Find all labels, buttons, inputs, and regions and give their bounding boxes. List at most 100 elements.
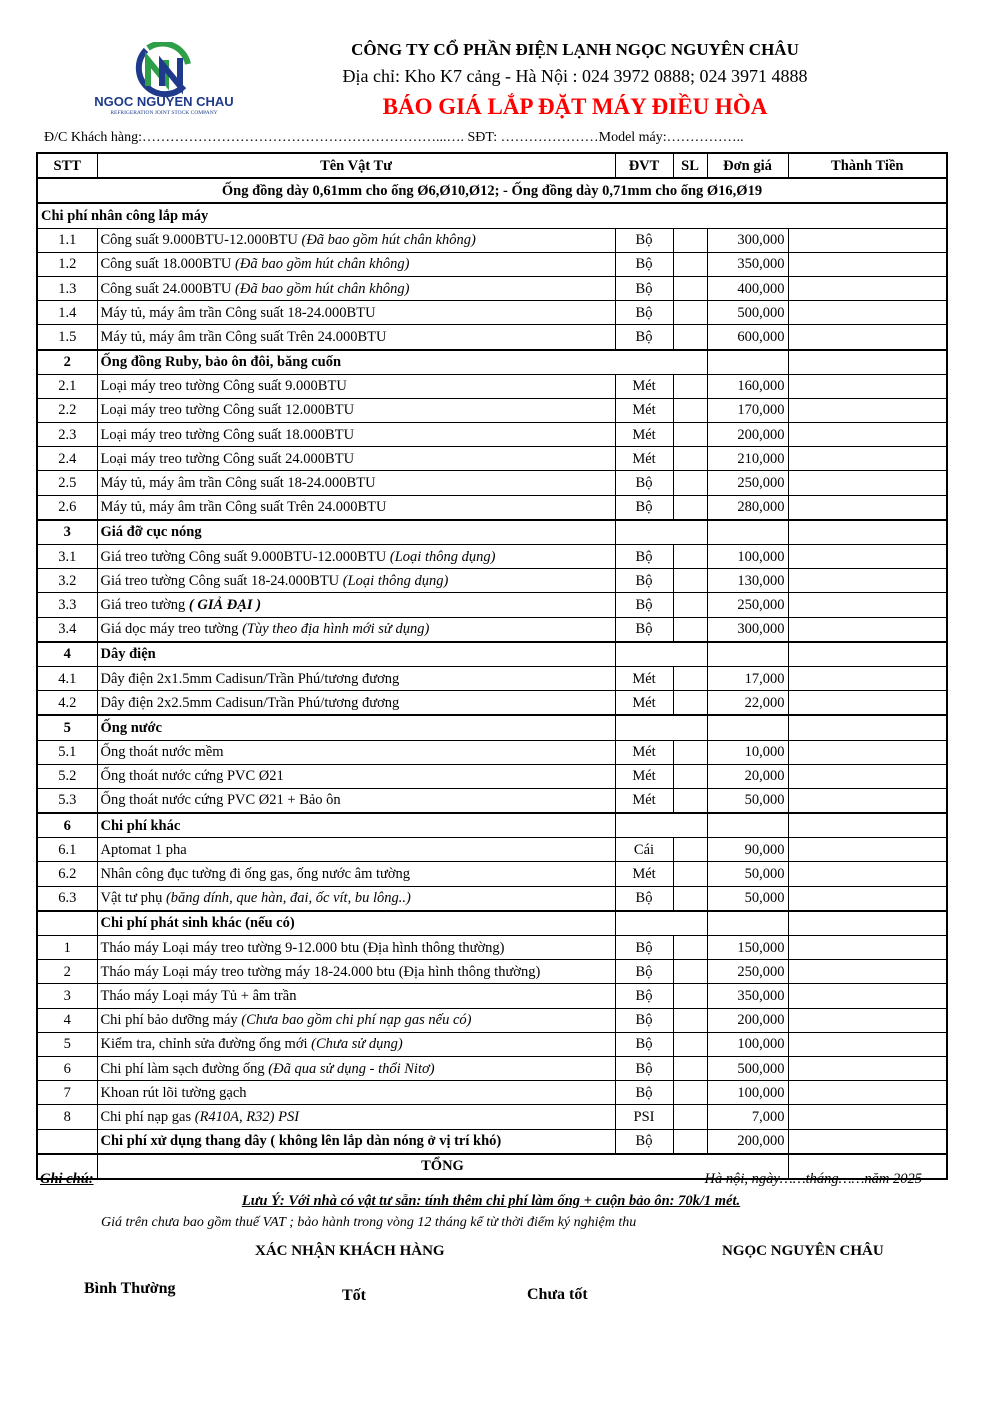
table-row: 1.2 Công suất 18.000BTU (Đã bao gồm hút c… [36,251,948,277]
row-amount[interactable] [787,494,948,521]
table-row: 3.3 Giá treo tường ( GIẢ ĐẠI ) Bộ 250,000 [36,592,948,618]
row-amount[interactable] [787,227,948,253]
row-qty[interactable] [672,422,708,448]
section-number: 2 [36,348,98,375]
row-unit: Mét [614,739,674,765]
item-name: Loại máy treo tường Công suất 12.000BTU [100,402,355,419]
row-amount[interactable] [787,934,948,961]
row-qty[interactable] [672,494,708,521]
row-qty[interactable] [672,616,708,643]
row-amount[interactable] [787,616,948,643]
row-amount[interactable] [787,837,948,863]
row-qty[interactable] [672,787,708,814]
row-amount[interactable] [787,885,948,912]
row-qty[interactable] [672,397,708,424]
row-qty[interactable] [672,227,708,253]
amount-cell[interactable] [787,348,948,375]
row-qty[interactable] [672,446,708,472]
row-amount[interactable] [787,1104,948,1130]
row-qty[interactable] [672,592,708,618]
row-qty[interactable] [672,324,708,350]
row-qty[interactable] [672,300,708,326]
row-qty[interactable] [672,690,708,716]
row-stt: 4 [36,1007,98,1033]
item-name: Giá treo tường Công suất 18-24.000BTU [100,572,343,589]
amount-cell[interactable] [787,518,948,545]
row-stt: 3.3 [36,592,98,618]
row-qty[interactable] [672,470,708,496]
row-stt: 5.1 [36,739,98,765]
row-amount[interactable] [787,739,948,765]
company-name: CÔNG TY CỔ PHẦN ĐIỆN LẠNH NGỌC NGUYÊN CH… [351,40,799,59]
row-qty[interactable] [672,959,708,985]
row-amount[interactable] [787,1080,948,1106]
row-amount[interactable] [787,300,948,326]
row-qty[interactable] [672,568,708,594]
row-amount[interactable] [787,1007,948,1033]
row-qty[interactable] [672,934,708,961]
row-name: Công suất 9.000BTU-12.000BTU (Đã bao gồm… [96,227,616,253]
row-price: 160,000 [706,373,789,399]
row-qty[interactable] [672,665,708,692]
row-amount[interactable] [787,665,948,692]
rating-bad: Chưa tốt [527,1286,588,1303]
row-amount[interactable] [787,422,948,448]
row-qty[interactable] [672,861,708,887]
row-qty[interactable] [672,763,708,789]
row-qty[interactable] [672,373,708,399]
row-amount[interactable] [787,983,948,1009]
item-name: Công suất 24.000BTU [100,280,236,297]
item-name: Ống thoát nước cứng PVC Ø21 [100,768,284,785]
row-price: 90,000 [706,837,789,863]
row-amount[interactable] [787,690,948,716]
row-qty[interactable] [672,885,708,912]
row-unit: Bộ [614,568,674,594]
table-row: 2.1 Loại máy treo tường Công suất 9.000BT… [36,373,948,399]
amount-cell[interactable] [787,640,948,667]
row-qty[interactable] [672,1104,708,1130]
amount-cell[interactable] [787,812,948,839]
row-amount[interactable] [787,373,948,399]
row-name: Nhân công đục tường đi ống gas, ống nước… [96,861,616,887]
row-amount[interactable] [787,275,948,302]
row-amount[interactable] [787,470,948,496]
item-name: Công suất 9.000BTU-12.000BTU [100,232,302,249]
amount-cell[interactable] [787,714,948,741]
row-amount[interactable] [787,959,948,985]
row-amount[interactable] [787,1128,948,1155]
row-amount[interactable] [787,787,948,814]
row-qty[interactable] [672,1080,708,1106]
row-amount[interactable] [787,568,948,594]
row-amount[interactable] [787,763,948,789]
row-amount[interactable] [787,397,948,424]
row-qty[interactable] [672,739,708,765]
empty-cell [614,518,708,545]
table-row: 1.3 Công suất 24.000BTU (Đã bao gồm hút c… [36,275,948,302]
row-amount[interactable] [787,251,948,277]
row-amount[interactable] [787,543,948,570]
row-qty[interactable] [672,1031,708,1057]
row-qty[interactable] [672,275,708,302]
row-amount[interactable] [787,446,948,472]
total-amount[interactable] [787,1152,948,1180]
row-amount[interactable] [787,1031,948,1057]
row-qty[interactable] [672,251,708,277]
row-qty[interactable] [672,1055,708,1082]
amount-cell[interactable] [787,909,948,936]
row-name: Tháo máy Loại máy treo tường máy 18-24.0… [96,959,616,985]
row-amount[interactable] [787,324,948,350]
row-qty[interactable] [672,1007,708,1033]
item-name: Máy tủ, máy âm trần Công suất 18-24.000B… [100,304,376,321]
row-qty[interactable] [672,1128,708,1155]
row-qty[interactable] [672,543,708,570]
row-amount[interactable] [787,592,948,618]
row-qty[interactable] [672,837,708,863]
row-qty[interactable] [672,983,708,1009]
row-amount[interactable] [787,861,948,887]
row-stt: 5.2 [36,763,98,789]
section-row: 5 Ống nước [36,714,948,741]
company-logo: NGOC NGUYEN CHAU REFRIGERATION JOINT STO… [84,40,244,117]
row-amount[interactable] [787,1055,948,1082]
row-name: Ống thoát nước mềm [96,739,616,765]
row-stt: 3 [36,983,98,1009]
